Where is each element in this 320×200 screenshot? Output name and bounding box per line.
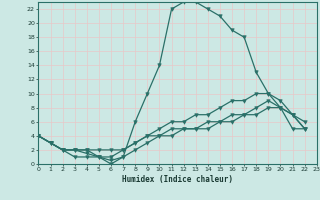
X-axis label: Humidex (Indice chaleur): Humidex (Indice chaleur) [122,175,233,184]
